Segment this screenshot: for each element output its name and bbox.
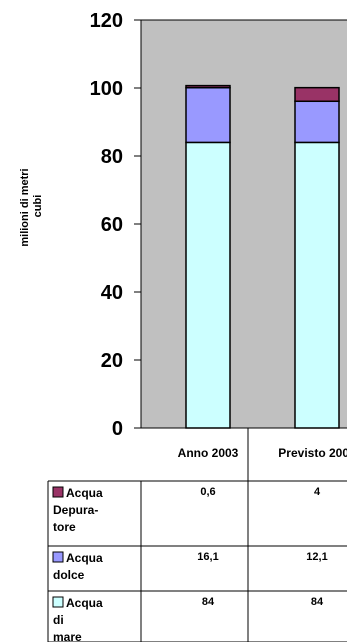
table-value: 0,6 xyxy=(200,486,215,498)
category-label: Previsto 2005 xyxy=(278,446,347,460)
table-value: 84 xyxy=(311,596,324,608)
bar-segment xyxy=(294,100,340,144)
y-tick-label: 0 xyxy=(112,418,123,440)
legend-label: Acqua xyxy=(66,596,103,610)
y-tick-label: 60 xyxy=(101,214,123,236)
category-label: Anno 2003 xyxy=(178,446,239,460)
legend-swatch xyxy=(52,551,64,563)
y-tick-label: 20 xyxy=(101,350,123,372)
y-axis: 0 20 40 60 80 100 120 xyxy=(90,10,142,440)
table-value: 16,1 xyxy=(197,551,218,563)
y-axis-label: milioni di metri cubi xyxy=(19,165,44,246)
y-axis-label-line: milioni di metri xyxy=(19,168,31,246)
bar-segment xyxy=(294,86,340,103)
table-value: 84 xyxy=(202,596,215,608)
bar-segment xyxy=(294,141,340,429)
table-value: 12,1 xyxy=(306,551,327,563)
legend-label: dolce xyxy=(53,568,85,582)
bar-segment xyxy=(185,86,231,144)
legend-label: tore xyxy=(53,520,76,534)
bars xyxy=(185,84,340,429)
legend-label: Acqua xyxy=(66,486,103,500)
y-tick-label: 100 xyxy=(90,78,123,100)
y-axis-label-line: cubi xyxy=(32,195,44,218)
y-tick-label: 120 xyxy=(90,10,123,32)
legend-label: di xyxy=(53,613,64,627)
bar-segment xyxy=(185,141,231,429)
y-tick-label: 40 xyxy=(101,282,123,304)
data-table: Anno 2003 Previsto 2005 Acqua Depura-tore 0,… xyxy=(47,428,347,642)
y-tick-label: 80 xyxy=(101,146,123,168)
bar-segment xyxy=(185,84,231,89)
legend-swatch xyxy=(52,596,64,608)
table-value: 4 xyxy=(314,486,321,498)
legend-label: Depura- xyxy=(53,503,98,517)
legend-swatch xyxy=(52,486,64,498)
legend-label: Acqua xyxy=(66,551,103,565)
legend-label: mare xyxy=(53,630,82,642)
